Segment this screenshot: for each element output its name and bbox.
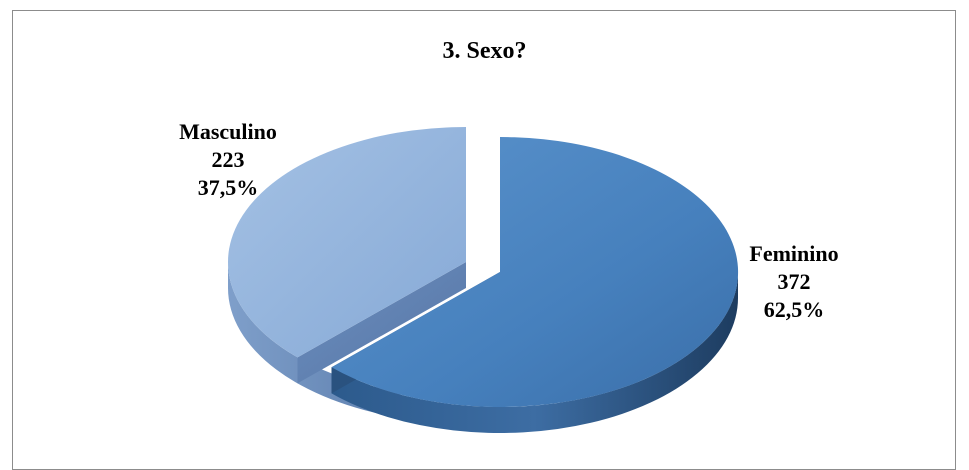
label-feminino: Feminino 372 62,5%: [734, 240, 854, 324]
label-masculino-percent: 37,5%: [197, 175, 259, 200]
label-masculino-value: 223: [211, 147, 245, 172]
label-feminino-name: Feminino: [749, 241, 839, 266]
label-feminino-percent: 62,5%: [763, 297, 825, 322]
chart-title: 3. Sexo?: [442, 38, 527, 64]
feminino-slice-side: [331, 272, 738, 434]
feminino-slice: [331, 136, 739, 408]
label-masculino-name: Masculino: [179, 119, 277, 144]
label-feminino-value: 372: [777, 269, 811, 294]
label-masculino: Masculino 223 37,5%: [166, 118, 290, 202]
masculino-slice: [228, 127, 466, 358]
pie-chart: [228, 127, 739, 434]
masculino-slice-cut-face: [297, 262, 466, 384]
